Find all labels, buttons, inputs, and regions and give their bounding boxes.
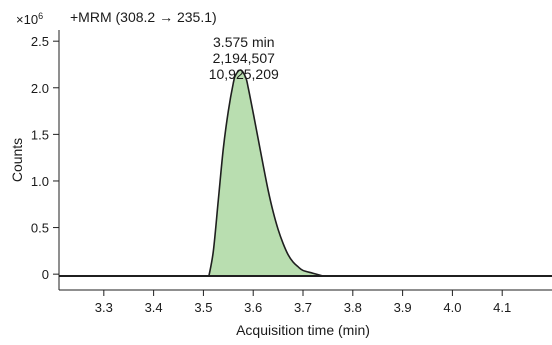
y-tick-label: 0 — [42, 267, 49, 282]
peak-annotation-line: 3.575 min — [213, 34, 274, 50]
y-tick-label: 1.5 — [31, 127, 49, 142]
y-axis-label: Counts — [9, 138, 25, 182]
x-tick-label: 3.6 — [244, 300, 262, 315]
x-tick-label: 3.3 — [95, 300, 113, 315]
y-tick-label: 0.5 — [31, 221, 49, 236]
y-tick-label: 1.0 — [31, 174, 49, 189]
peak-annotation-line: 2,194,507 — [213, 50, 275, 66]
x-tick-label: 3.7 — [294, 300, 312, 315]
y-tick-label: 2.0 — [31, 81, 49, 96]
x-tick-label: 3.8 — [344, 300, 362, 315]
y-multiplier: ×106 — [16, 11, 43, 27]
x-axis-label: Acquisition time (min) — [236, 322, 370, 338]
x-tick-label: 3.9 — [394, 300, 412, 315]
peak-area — [208, 70, 323, 277]
x-ticks: 3.3 3.4 3.5 3.6 3.7 3.8 3.9 4.0 4.1 — [95, 290, 511, 315]
y-ticks: 0 0.5 1.0 1.5 2.0 2.5 — [31, 34, 59, 282]
y-tick-label: 2.5 — [31, 34, 49, 49]
peak-outline — [208, 69, 324, 277]
x-tick-label: 3.5 — [194, 300, 212, 315]
x-tick-label: 4.1 — [493, 300, 511, 315]
peak-annotation-line: 10,925,209 — [209, 66, 279, 82]
chart-title: +MRM (308.2 → 235.1) — [70, 9, 217, 25]
x-tick-label: 3.4 — [145, 300, 163, 315]
x-tick-label: 4.0 — [443, 300, 461, 315]
